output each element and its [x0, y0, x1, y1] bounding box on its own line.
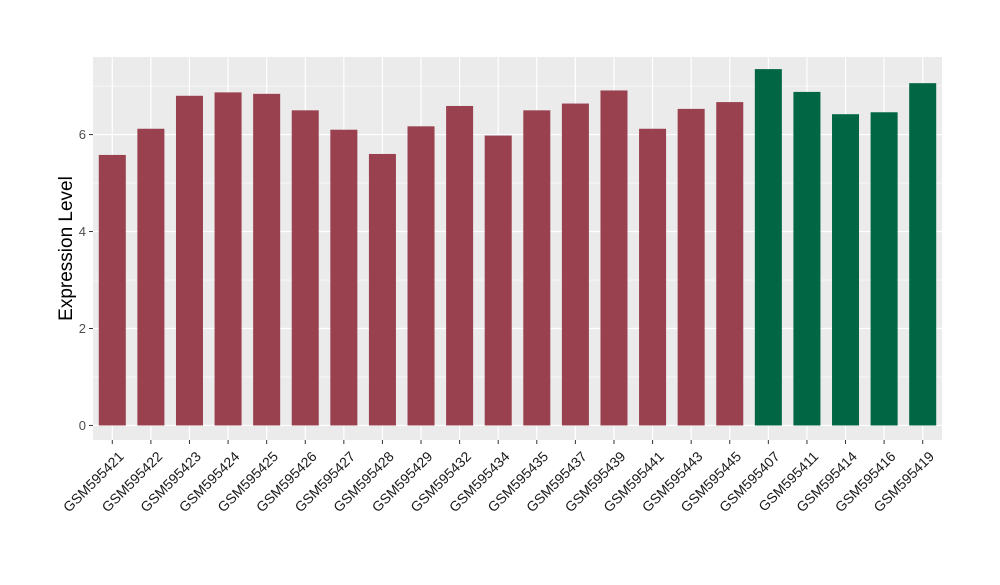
- bar-GSM595427: [330, 129, 358, 426]
- bar-GSM595432: [446, 105, 474, 426]
- x-axis: GSM595421GSM595422GSM595423GSM595424GSM5…: [60, 440, 937, 515]
- bar-GSM595424: [214, 92, 242, 426]
- y-tick-label: 0: [79, 418, 86, 433]
- y-tick-label: 6: [79, 127, 86, 142]
- bar-GSM595443: [677, 108, 705, 426]
- bar-GSM595425: [253, 93, 281, 426]
- bar-GSM595414: [832, 114, 860, 426]
- bar-GSM595419: [909, 83, 937, 426]
- bar-GSM595426: [291, 110, 319, 426]
- y-tick-label: 4: [79, 224, 86, 239]
- y-axis: 0 2 4 6: [79, 127, 93, 433]
- bar-GSM595429: [407, 126, 435, 426]
- bar-series: [98, 69, 937, 426]
- y-tick-label: 2: [79, 321, 86, 336]
- bar-GSM595428: [368, 153, 396, 426]
- bar-GSM595445: [716, 102, 744, 426]
- bar-GSM595421: [98, 154, 126, 426]
- bar-GSM595416: [870, 112, 898, 426]
- bar-GSM595411: [793, 91, 821, 426]
- bar-GSM595441: [639, 128, 667, 426]
- bar-GSM595434: [484, 135, 512, 426]
- bar-GSM595423: [175, 95, 203, 426]
- bar-GSM595422: [137, 128, 165, 426]
- bar-GSM595439: [600, 90, 628, 426]
- y-axis-title: Expression Level: [56, 176, 77, 321]
- bar-GSM595437: [561, 103, 589, 426]
- bar-GSM595435: [523, 110, 551, 426]
- bar-GSM595407: [754, 69, 782, 426]
